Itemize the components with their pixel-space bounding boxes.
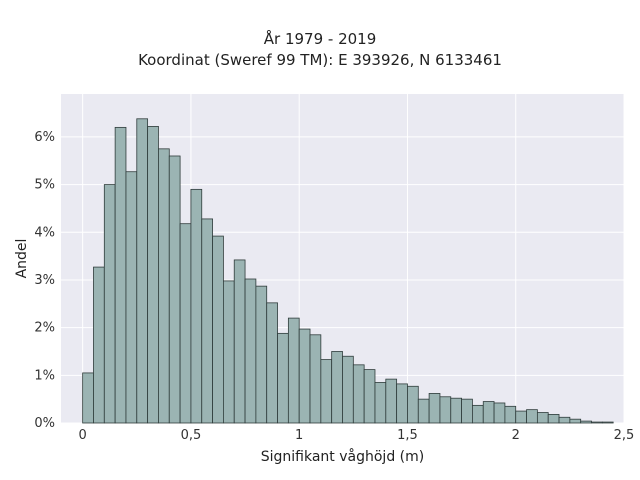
histogram-bar xyxy=(93,266,105,424)
y-tick-label: 6% xyxy=(34,130,55,145)
tick-labels: 0 0,5 1 1,5 2 2,5 0% 1% 2% 3% 4% 5% 6% xyxy=(34,130,634,443)
histogram-bar xyxy=(298,328,311,424)
histogram-bar xyxy=(493,402,506,424)
histogram-bar xyxy=(201,218,213,424)
y-tick-label: 1% xyxy=(34,368,55,383)
histogram-bar xyxy=(342,355,354,424)
histogram-bar xyxy=(114,126,127,424)
chart-title: År 1979 - 2019 xyxy=(263,30,377,48)
histogram-bar xyxy=(396,383,408,424)
histogram-bar xyxy=(558,416,571,424)
y-tick-label: 0% xyxy=(34,416,55,431)
bars xyxy=(82,118,614,424)
histogram-bar xyxy=(439,396,452,424)
histogram-bar xyxy=(526,409,538,424)
histogram-bar xyxy=(580,420,592,424)
histogram-bar xyxy=(504,405,517,424)
y-tick-label: 3% xyxy=(34,273,55,288)
x-tick-label: 2 xyxy=(512,428,520,443)
histogram-bar xyxy=(407,385,419,424)
y-axis-label: Andel xyxy=(14,239,30,279)
histogram-bar xyxy=(168,155,181,424)
histogram-bar xyxy=(536,412,549,424)
histogram-bar xyxy=(277,332,289,424)
histogram-bar xyxy=(244,278,257,424)
histogram-bar xyxy=(190,188,203,424)
x-tick-label: 0 xyxy=(79,428,87,443)
histogram-bar xyxy=(136,118,149,424)
x-axis-label: Signifikant våghöjd (m) xyxy=(261,448,424,465)
histogram-bar xyxy=(591,421,603,424)
histogram-bar xyxy=(417,398,430,424)
histogram-bar xyxy=(147,126,159,424)
histogram-bar xyxy=(212,235,224,424)
histogram-bar xyxy=(461,398,473,424)
histogram-bar xyxy=(363,369,376,424)
histogram-bar xyxy=(352,364,365,424)
histogram-bar xyxy=(82,372,94,424)
histogram-bar xyxy=(255,285,268,424)
histogram-bar xyxy=(233,259,246,424)
y-tick-label: 5% xyxy=(34,178,55,193)
histogram-bar xyxy=(515,410,527,424)
x-tick-label: 1 xyxy=(295,428,303,443)
histogram-bar xyxy=(266,302,278,424)
histogram-bar xyxy=(103,184,116,424)
histogram-bar xyxy=(482,401,495,424)
histogram-bar xyxy=(223,280,235,424)
histogram-bar xyxy=(179,223,192,424)
x-tick-label: 1,5 xyxy=(397,428,418,443)
chart-subtitle: Koordinat (Sweref 99 TM): E 393926, N 61… xyxy=(138,51,502,69)
histogram-bar xyxy=(374,382,387,424)
histogram-bar xyxy=(450,397,462,424)
histogram-bar xyxy=(125,171,138,424)
histogram-bar xyxy=(472,404,484,424)
histogram-bar xyxy=(309,334,322,424)
histogram-bar xyxy=(428,393,441,424)
histogram-bar xyxy=(287,317,300,424)
y-tick-label: 4% xyxy=(34,225,55,240)
histogram-bar xyxy=(158,148,170,424)
x-tick-label: 0,5 xyxy=(181,428,202,443)
histogram-bar xyxy=(569,418,582,424)
histogram-bar xyxy=(547,414,560,424)
histogram-bar xyxy=(320,359,333,424)
histogram-bar xyxy=(385,378,398,424)
x-tick-label: 2,5 xyxy=(614,428,635,443)
y-tick-label: 2% xyxy=(34,321,55,336)
histogram-bar xyxy=(601,421,614,424)
histogram-bar xyxy=(331,351,343,424)
